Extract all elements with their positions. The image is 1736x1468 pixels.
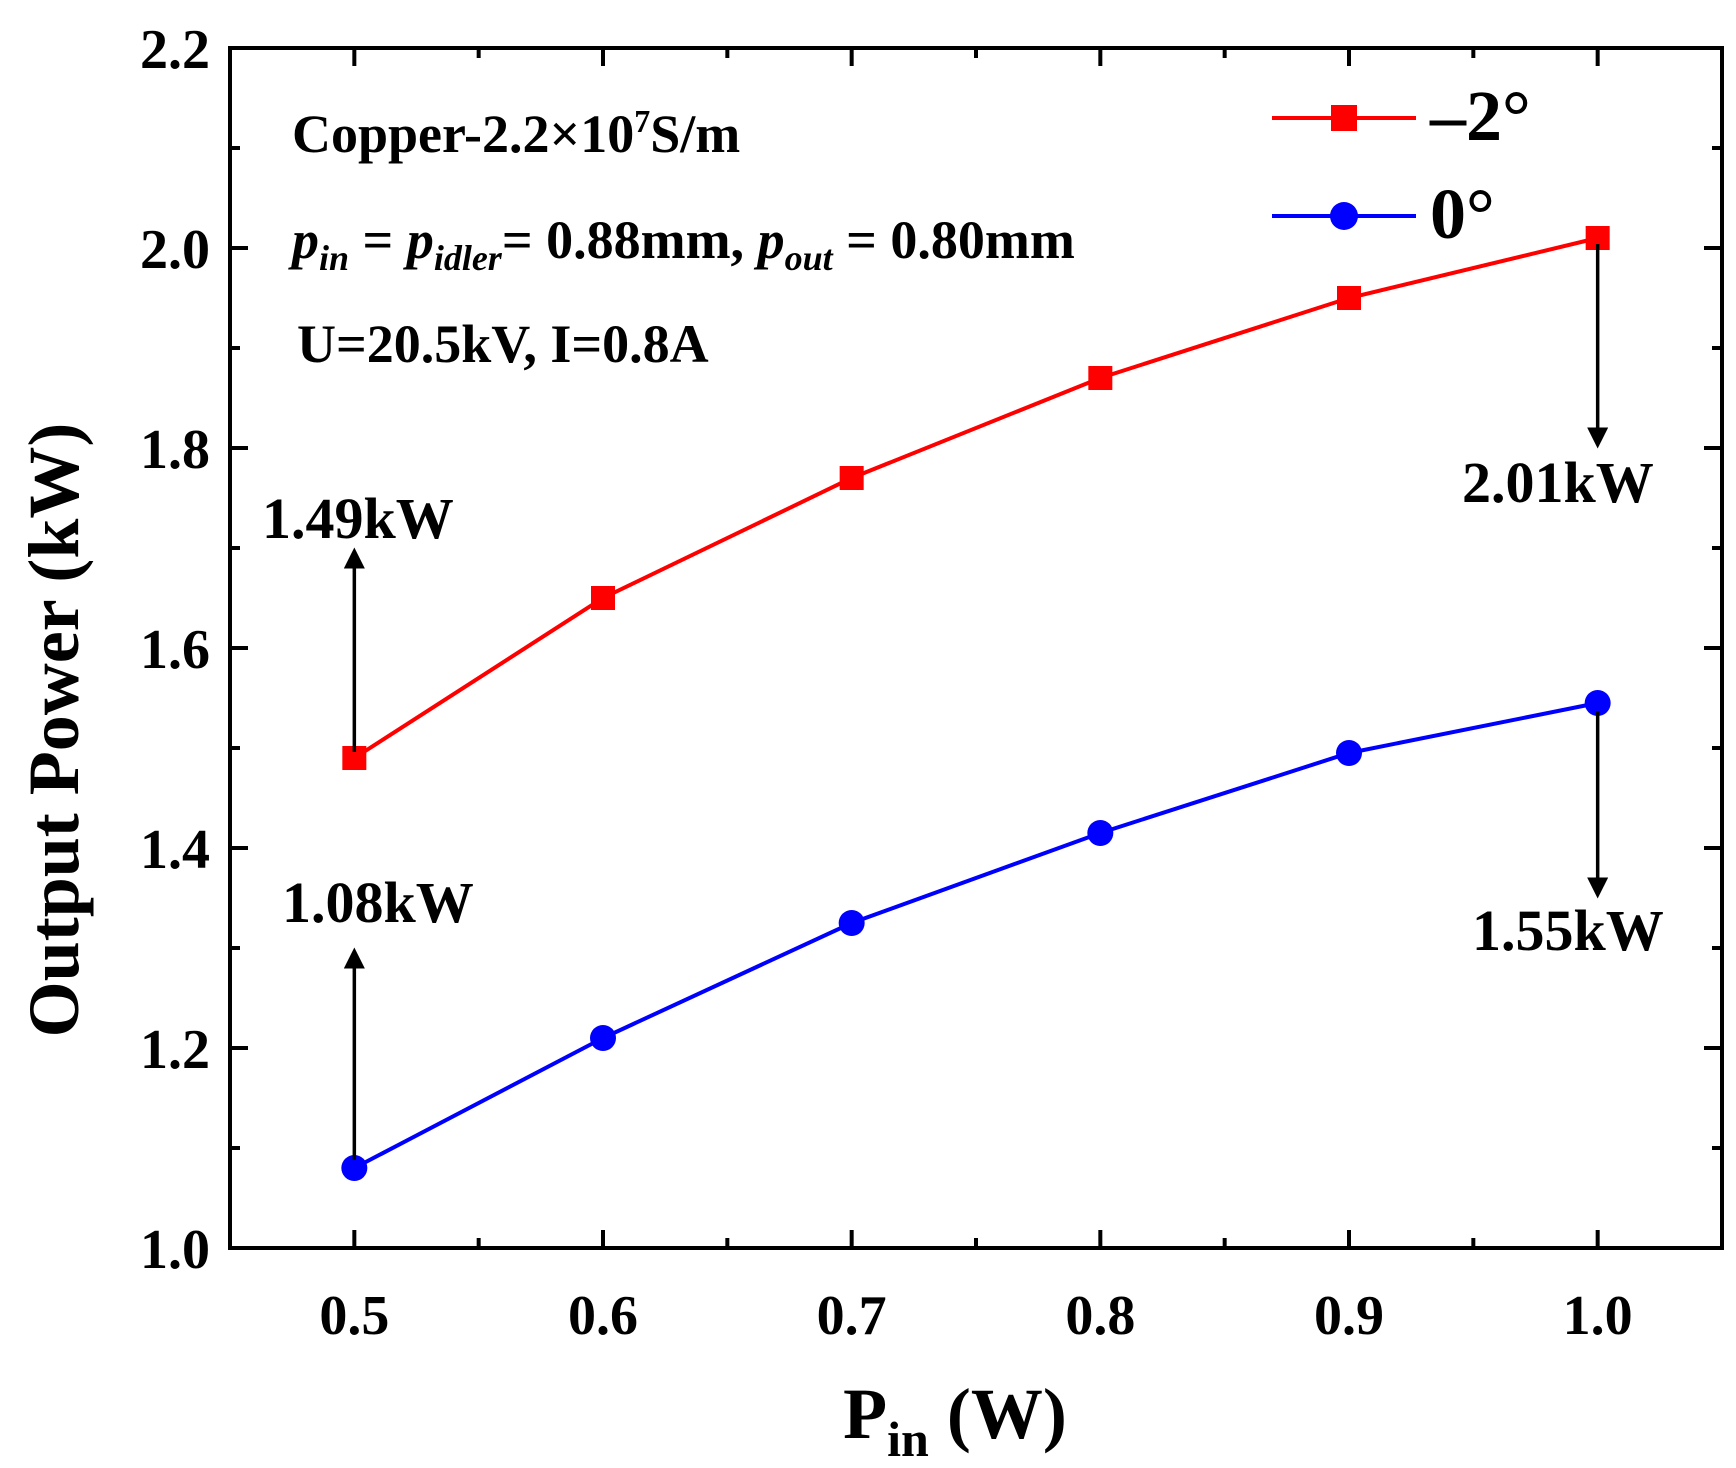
data-point-0 bbox=[1088, 366, 1113, 390]
x-tick-label: 0.7 bbox=[817, 1285, 887, 1347]
legend-label-minus2: –2° bbox=[1429, 76, 1531, 156]
x-tick-label: 0.8 bbox=[1065, 1285, 1135, 1347]
y-axis-title: Output Power (kW) bbox=[14, 423, 94, 1038]
y-tick-label: 1.4 bbox=[140, 819, 210, 881]
y-tick-label: 1.0 bbox=[140, 1219, 210, 1281]
data-point-1 bbox=[341, 1155, 368, 1181]
series-line-0 bbox=[353, 236, 1599, 760]
label-1.55kw: 1.55kW bbox=[1472, 898, 1664, 963]
y-tick-label: 2.2 bbox=[140, 19, 210, 81]
series-line-1 bbox=[353, 701, 1599, 1170]
beam-annotation: U=20.5kV, I=0.8A bbox=[297, 314, 709, 374]
x-tick-label: 0.5 bbox=[319, 1285, 389, 1347]
data-point-1 bbox=[838, 910, 865, 936]
legend: –2° 0° bbox=[1272, 76, 1531, 254]
legend-marker-minus2 bbox=[1331, 105, 1357, 131]
x-tick-label: 0.6 bbox=[568, 1285, 638, 1347]
x-tick-label: 0.9 bbox=[1314, 1285, 1384, 1347]
y-tick-label: 1.8 bbox=[140, 419, 210, 481]
data-point-1 bbox=[590, 1025, 616, 1051]
legend-marker-0 bbox=[1330, 202, 1358, 230]
material-annotation: Copper-2.2×107S/m bbox=[292, 103, 740, 164]
series-layer bbox=[341, 226, 1611, 1181]
data-point-1 bbox=[1584, 690, 1611, 716]
x-tick-label: 1.0 bbox=[1563, 1285, 1633, 1347]
period-annotation: pin = pidler= 0.88mm, pout = 0.80mm bbox=[288, 210, 1075, 278]
data-point-0 bbox=[839, 466, 864, 490]
label-1.08kw: 1.08kW bbox=[282, 870, 474, 935]
data-point-0 bbox=[1337, 286, 1361, 310]
x-axis-title: Pin (W) bbox=[843, 1374, 1067, 1467]
y-tick-label: 2.0 bbox=[140, 219, 210, 281]
y-tick-label: 1.2 bbox=[140, 1019, 210, 1081]
data-point-1 bbox=[1336, 740, 1362, 766]
data-point-0 bbox=[591, 586, 615, 610]
data-point-1 bbox=[1087, 820, 1114, 846]
arrow-layer bbox=[343, 244, 1609, 1160]
axes-layer: 0.5 0.6 0.7 0.8 0.9 1.0 1.0 1.2 1.4 1.6 1.8 2.0 2.2 bbox=[140, 19, 1724, 1347]
label-1.49kw: 1.49kW bbox=[262, 486, 454, 551]
label-2.01kw: 2.01kW bbox=[1462, 450, 1654, 515]
y-tick-label: 1.6 bbox=[140, 619, 210, 681]
legend-label-0: 0° bbox=[1430, 174, 1495, 254]
